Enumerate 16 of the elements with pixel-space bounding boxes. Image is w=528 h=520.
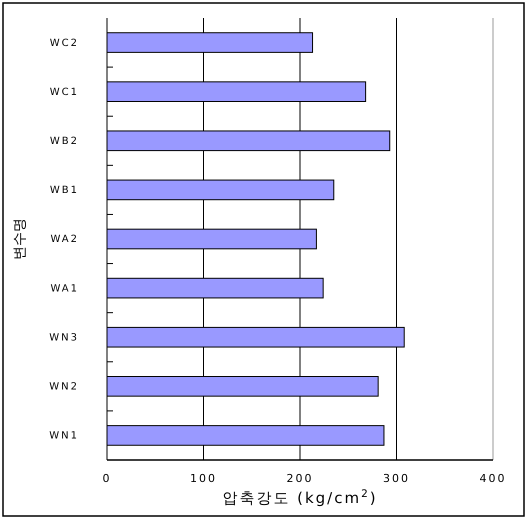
y-tick-label: WN1 — [49, 430, 79, 442]
x-axis-title: 압축강도 (kg/cm$^{2}$) — [222, 488, 378, 507]
x-tick-label: 200 — [286, 472, 314, 485]
x-tick-label: 0 — [102, 472, 112, 485]
x-tick-label: 400 — [480, 472, 506, 485]
y-tick-label: WN2 — [49, 382, 79, 393]
y-tick-label: WB1 — [50, 185, 79, 196]
x-tick-label: 300 — [383, 472, 410, 485]
y-tick-label: WA1 — [50, 283, 79, 294]
y-tick-label: WB2 — [50, 136, 79, 147]
y-tick-label: WA2 — [50, 234, 79, 246]
y-tick-label: WC1 — [50, 86, 79, 98]
y-tick-label: WC2 — [50, 38, 79, 49]
y-axis-title: 변수명 — [12, 218, 28, 260]
x-tick-label: 100 — [190, 472, 217, 485]
y-tick-label: WN3 — [49, 332, 79, 344]
